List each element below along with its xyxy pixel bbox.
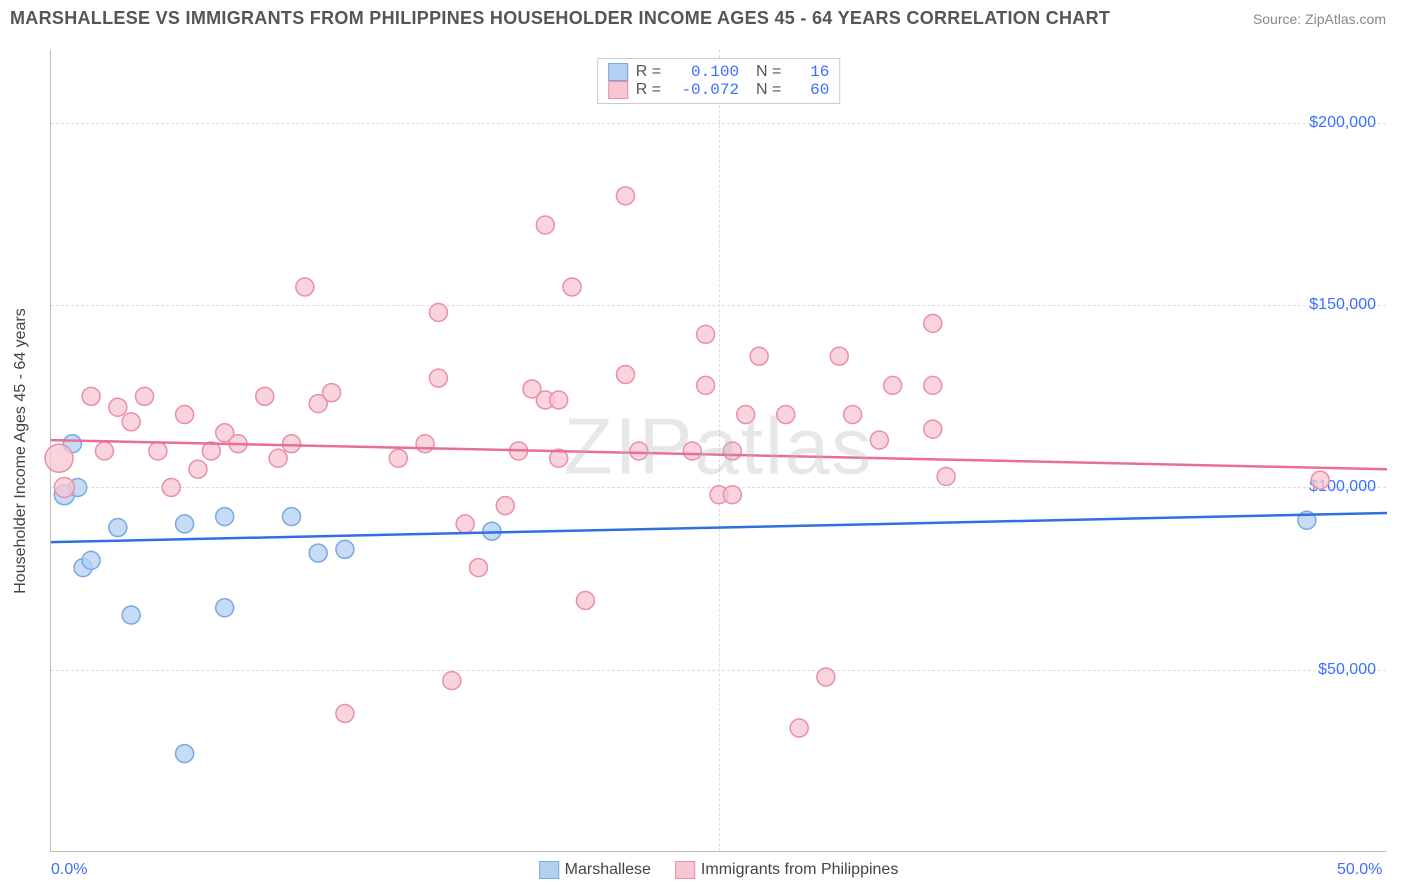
data-point	[323, 384, 341, 402]
data-point	[536, 216, 554, 234]
data-point	[54, 477, 74, 497]
data-point	[82, 387, 100, 405]
data-point	[576, 591, 594, 609]
trend-line	[51, 513, 1387, 542]
data-point	[443, 672, 461, 690]
data-point	[470, 559, 488, 577]
data-point	[630, 442, 648, 460]
n-value: 60	[789, 81, 829, 99]
svg-layer	[51, 50, 1386, 851]
header: MARSHALLESE VS IMMIGRANTS FROM PHILIPPIN…	[0, 0, 1406, 33]
data-point	[790, 719, 808, 737]
data-point	[176, 406, 194, 424]
r-value: 0.100	[669, 63, 739, 81]
data-point	[697, 325, 715, 343]
source-label: Source: ZipAtlas.com	[1253, 11, 1386, 27]
data-point	[162, 478, 180, 496]
data-point	[884, 376, 902, 394]
legend-swatch	[539, 861, 559, 879]
scatter-plot: $50,000$100,000$150,000$200,0000.0%50.0%…	[50, 50, 1386, 852]
data-point	[723, 442, 741, 460]
data-point	[282, 508, 300, 526]
data-point	[336, 540, 354, 558]
legend-swatch	[608, 63, 628, 81]
data-point	[269, 449, 287, 467]
n-label: N =	[747, 81, 781, 99]
data-point	[189, 460, 207, 478]
data-point	[550, 391, 568, 409]
data-point	[844, 406, 862, 424]
y-axis-title: Householder Income Ages 45 - 64 years	[12, 308, 30, 594]
data-point	[256, 387, 274, 405]
data-point	[149, 442, 167, 460]
data-point	[697, 376, 715, 394]
series-legend: Marshallese Immigrants from Philippines	[539, 861, 899, 879]
data-point	[282, 435, 300, 453]
legend-item: Marshallese	[539, 861, 651, 879]
data-point	[216, 508, 234, 526]
r-value: -0.072	[669, 81, 739, 99]
data-point	[924, 314, 942, 332]
data-point	[870, 431, 888, 449]
legend-item: Immigrants from Philippines	[675, 861, 898, 879]
data-point	[616, 187, 634, 205]
data-point	[122, 413, 140, 431]
data-point	[136, 387, 154, 405]
stats-row: R = -0.072 N = 60	[608, 81, 830, 99]
trend-line	[51, 440, 1387, 469]
chart-title: MARSHALLESE VS IMMIGRANTS FROM PHILIPPIN…	[10, 8, 1110, 29]
data-point	[109, 519, 127, 537]
legend-swatch	[675, 861, 695, 879]
data-point	[45, 444, 73, 472]
data-point	[429, 369, 447, 387]
stats-row: R = 0.100 N = 16	[608, 63, 830, 81]
data-point	[296, 278, 314, 296]
data-point	[456, 515, 474, 533]
stats-legend: R = 0.100 N = 16 R = -0.072 N = 60	[597, 58, 841, 104]
data-point	[309, 544, 327, 562]
data-point	[95, 442, 113, 460]
data-point	[616, 365, 634, 383]
data-point	[817, 668, 835, 686]
data-point	[924, 420, 942, 438]
legend-swatch	[608, 81, 628, 99]
legend-label: Immigrants from Philippines	[701, 861, 898, 879]
data-point	[109, 398, 127, 416]
n-label: N =	[747, 63, 781, 81]
legend-label: Marshallese	[565, 861, 651, 879]
data-point	[416, 435, 434, 453]
data-point	[216, 599, 234, 617]
data-point	[737, 406, 755, 424]
data-point	[429, 303, 447, 321]
data-point	[176, 515, 194, 533]
x-tick-label: 50.0%	[1337, 861, 1382, 879]
data-point	[496, 497, 514, 515]
data-point	[336, 704, 354, 722]
n-value: 16	[789, 63, 829, 81]
data-point	[389, 449, 407, 467]
data-point	[750, 347, 768, 365]
r-label: R =	[636, 63, 661, 81]
data-point	[683, 442, 701, 460]
data-point	[777, 406, 795, 424]
data-point	[830, 347, 848, 365]
data-point	[176, 745, 194, 763]
data-point	[1311, 471, 1329, 489]
r-label: R =	[636, 81, 661, 99]
data-point	[723, 486, 741, 504]
data-point	[937, 468, 955, 486]
data-point	[924, 376, 942, 394]
data-point	[82, 551, 100, 569]
data-point	[563, 278, 581, 296]
data-point	[122, 606, 140, 624]
x-tick-label: 0.0%	[51, 861, 87, 879]
